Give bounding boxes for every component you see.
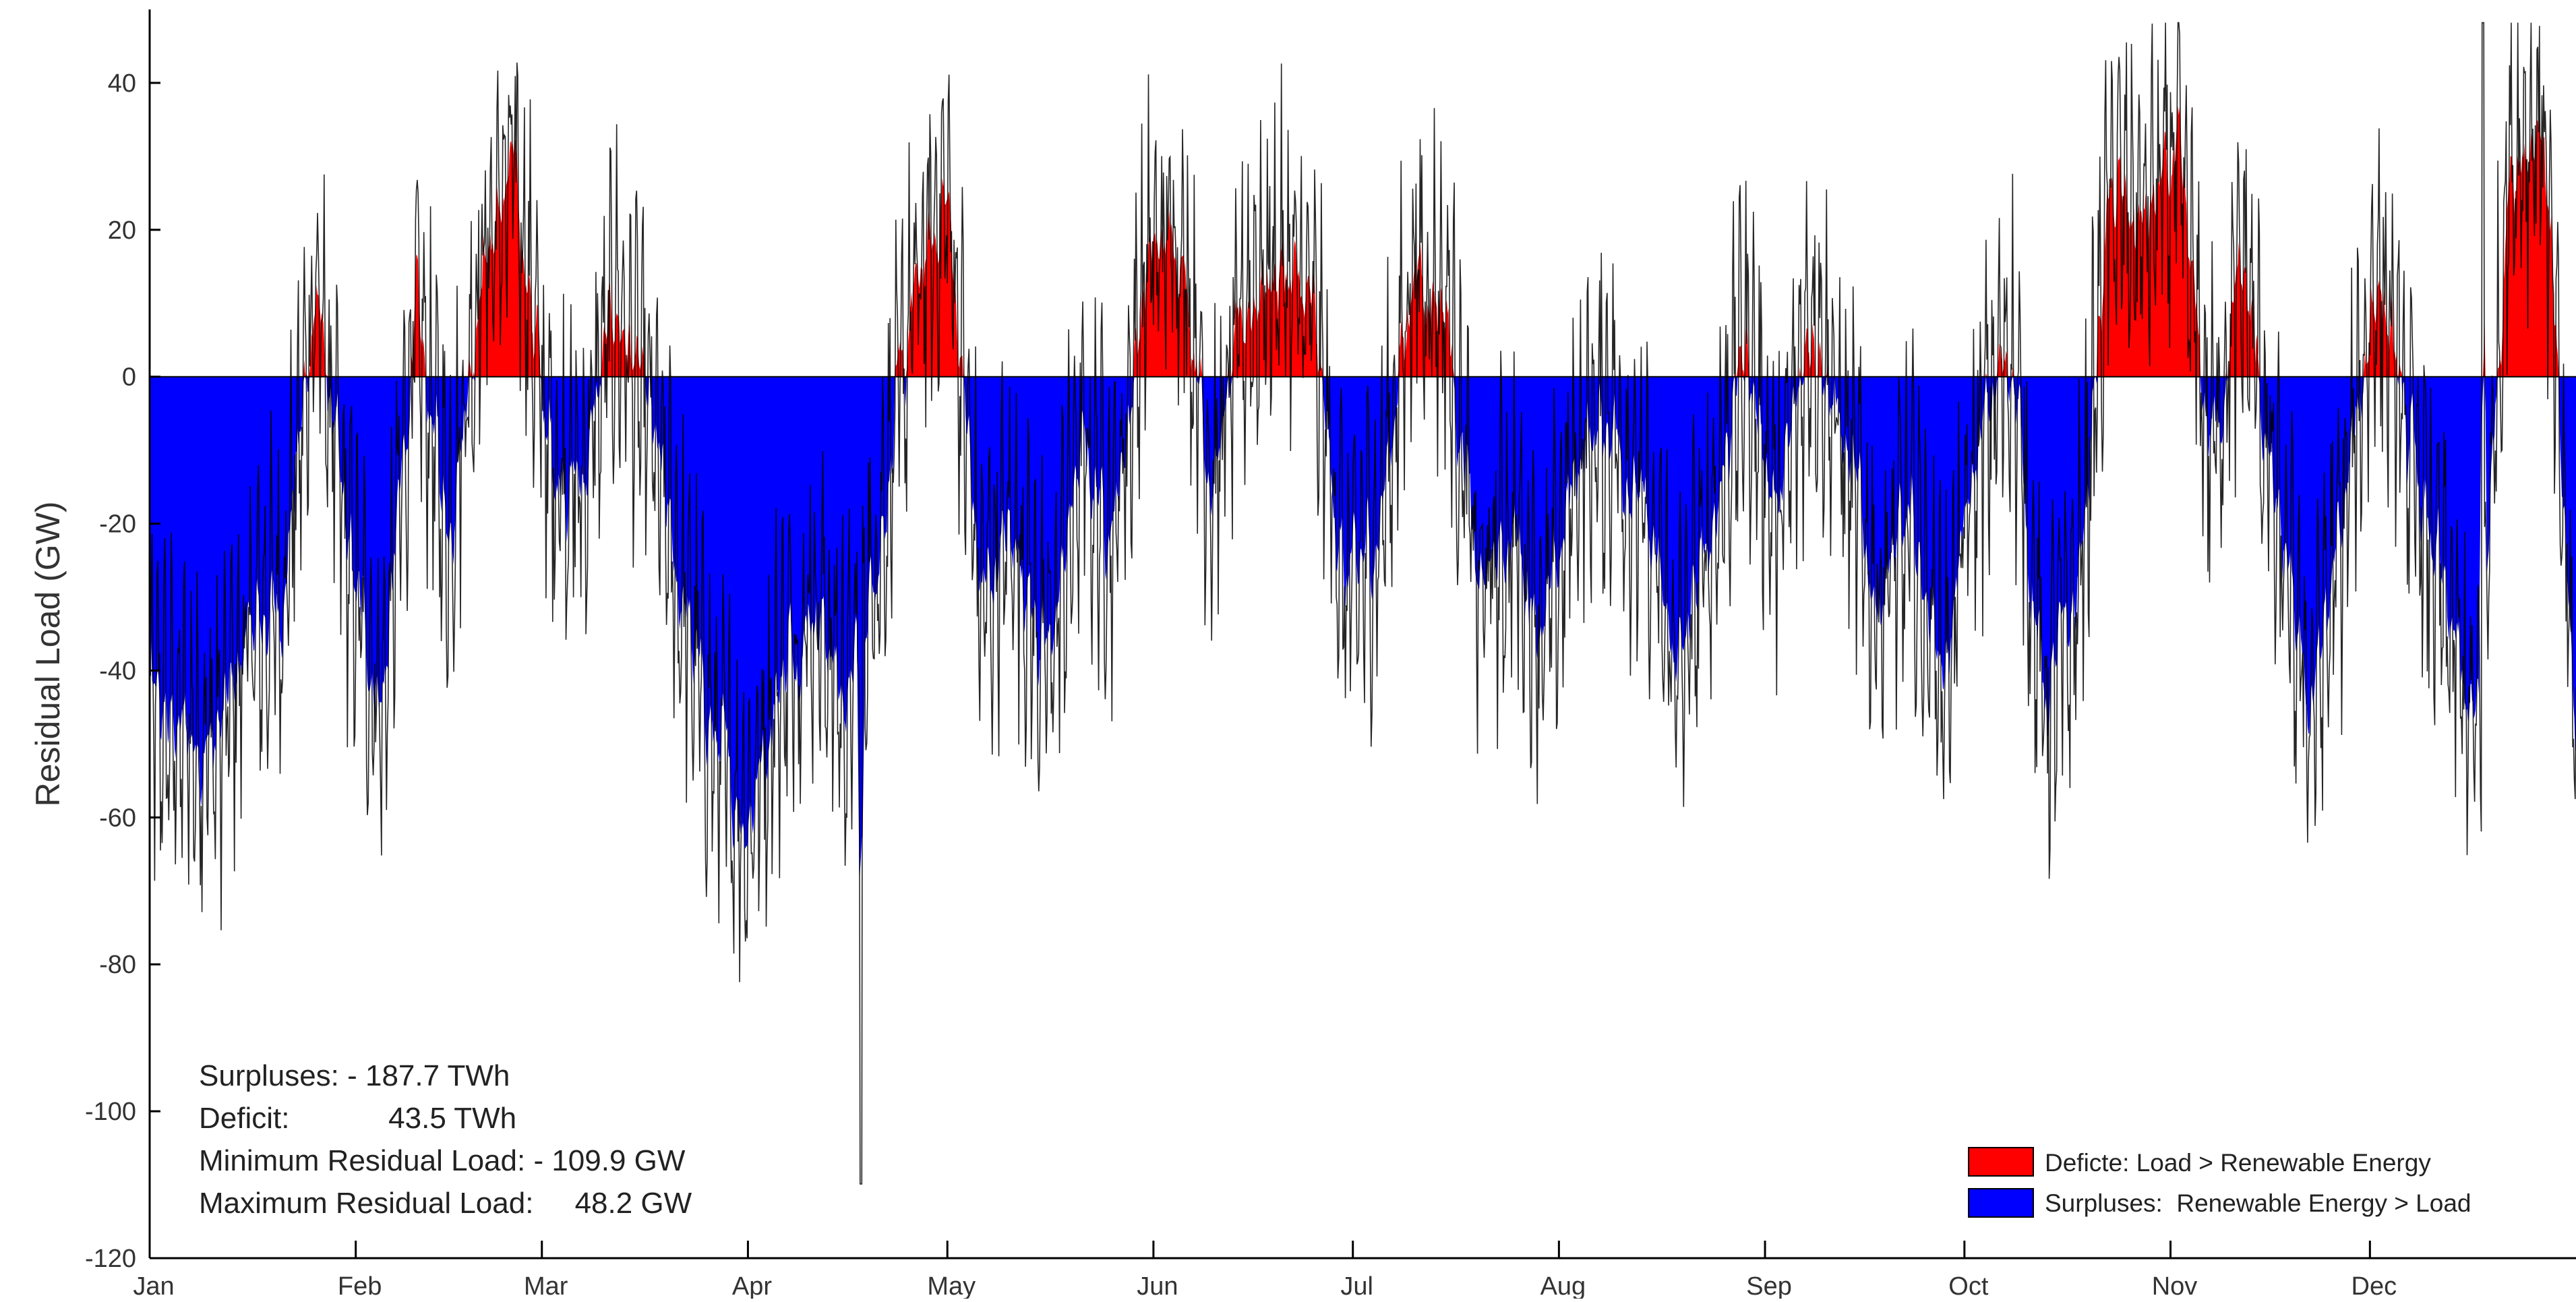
x-tick-label-oct: Oct — [1948, 1272, 1989, 1299]
x-tick-label-nov: Nov — [2152, 1272, 2198, 1299]
y-ticks-group: -120 -100 -80 -60 -40 -20 0 20 40 — [85, 69, 160, 1273]
x-tick-label-aug: Aug — [1540, 1272, 1586, 1299]
y-tick-label: -40 — [99, 657, 136, 685]
y-axis-label: Residual Load (GW) — [29, 502, 67, 807]
stats-minimum-residual-load: Minimum Residual Load: - 109.9 GW — [199, 1144, 686, 1177]
legend-swatch-surplus — [1968, 1188, 2034, 1218]
y-tick-label: 0 — [122, 363, 136, 392]
x-tick-label-jun: Jun — [1137, 1272, 1178, 1299]
axes-group — [148, 9, 2576, 1260]
y-tick-label: -100 — [85, 1098, 136, 1126]
surplus-area — [150, 376, 2576, 878]
x-tick-label-jan: Jan — [133, 1272, 174, 1299]
x-tick-label-apr: Apr — [732, 1272, 772, 1299]
x-tick-label-mar: Mar — [524, 1272, 568, 1299]
x-tick-label-may: May — [927, 1272, 976, 1299]
x-tick-label-dec: Dec — [2352, 1272, 2397, 1299]
y-tick-label: 20 — [108, 216, 136, 245]
y-tick-label: -80 — [99, 951, 136, 979]
y-tick-label: 40 — [108, 69, 136, 98]
x-tick-label-feb: Feb — [338, 1272, 382, 1299]
legend-swatch-deficit — [1968, 1147, 2034, 1177]
stats-deficit: Deficit: 43.5 TWh — [199, 1102, 516, 1135]
surplus-area-group — [150, 376, 2576, 878]
hourly-trace-group — [149, 22, 2576, 1185]
x-tick-label-jul: Jul — [1340, 1272, 1373, 1299]
y-tick-label: -120 — [85, 1245, 136, 1273]
hourly-residual-load-line — [149, 22, 2576, 1185]
stats-maximum-residual-load: Maximum Residual Load: 48.2 GW — [199, 1187, 692, 1220]
stats-surpluses: Surpluses: - 187.7 TWh — [199, 1059, 510, 1092]
y-tick-label: -20 — [99, 510, 136, 539]
stats-annotation: Surpluses: - 187.7 TWh Deficit: 43.5 TWh… — [199, 1059, 692, 1220]
x-tick-label-sep: Sep — [1746, 1272, 1792, 1299]
legend: Deficte: Load > Renewable Energy Surplus… — [1968, 1147, 2472, 1218]
x-ticks-group: Jan Feb Mar Apr May Jun Jul Aug Sep Oct Nov Dec — [133, 1241, 2397, 1301]
legend-label-deficit: Deficte: Load > Renewable Energy — [2045, 1149, 2431, 1177]
y-tick-label: -60 — [99, 804, 136, 832]
legend-label-surplus: Surpluses: Renewable Energy > Load — [2045, 1189, 2472, 1217]
